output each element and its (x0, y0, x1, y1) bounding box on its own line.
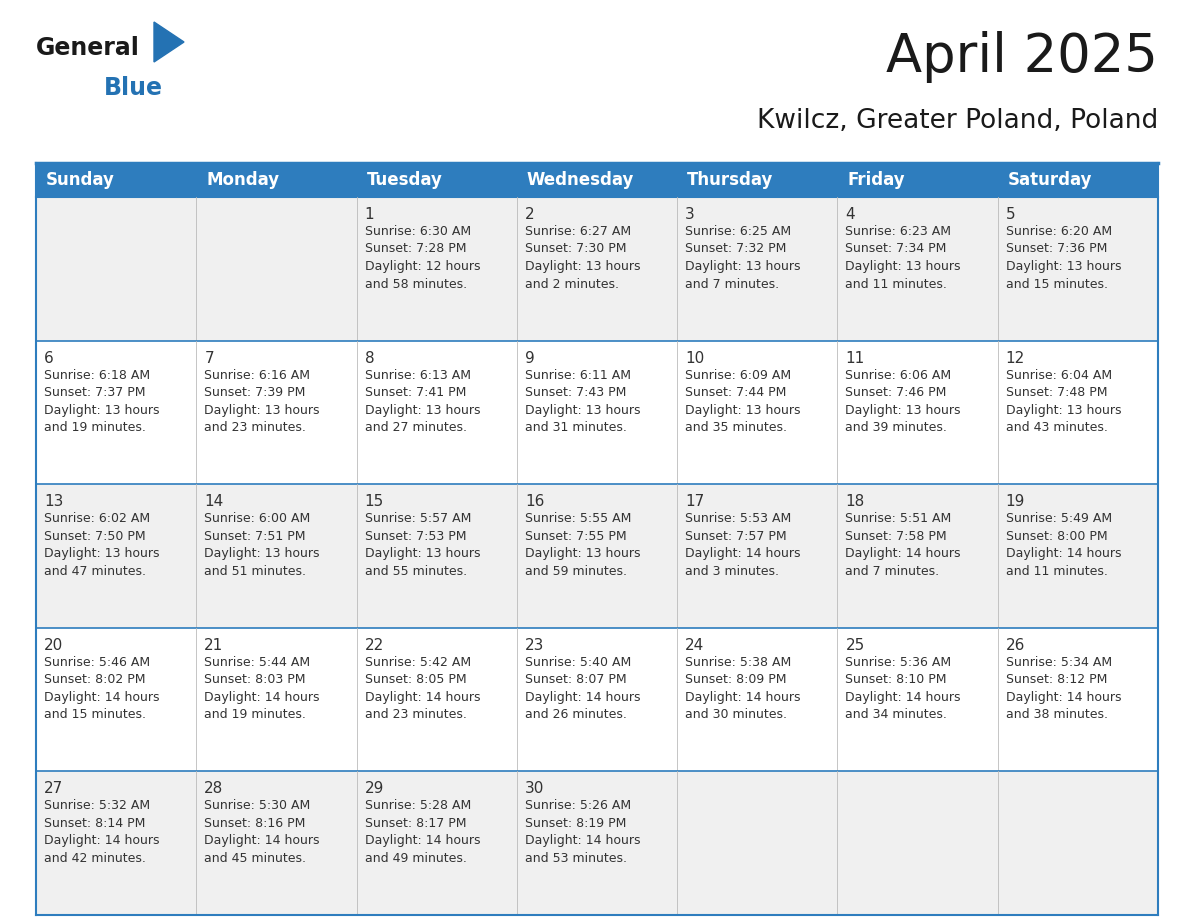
Text: 6: 6 (44, 351, 53, 365)
Text: Sunrise: 5:55 AM
Sunset: 7:55 PM
Daylight: 13 hours
and 59 minutes.: Sunrise: 5:55 AM Sunset: 7:55 PM Dayligh… (525, 512, 640, 577)
Text: Sunrise: 6:25 AM
Sunset: 7:32 PM
Daylight: 13 hours
and 7 minutes.: Sunrise: 6:25 AM Sunset: 7:32 PM Dayligh… (685, 225, 801, 290)
Text: Monday: Monday (207, 171, 279, 189)
Text: Sunrise: 6:27 AM
Sunset: 7:30 PM
Daylight: 13 hours
and 2 minutes.: Sunrise: 6:27 AM Sunset: 7:30 PM Dayligh… (525, 225, 640, 290)
Text: Sunrise: 5:32 AM
Sunset: 8:14 PM
Daylight: 14 hours
and 42 minutes.: Sunrise: 5:32 AM Sunset: 8:14 PM Dayligh… (44, 800, 159, 865)
Text: Sunrise: 6:02 AM
Sunset: 7:50 PM
Daylight: 13 hours
and 47 minutes.: Sunrise: 6:02 AM Sunset: 7:50 PM Dayligh… (44, 512, 159, 577)
Text: Sunrise: 5:53 AM
Sunset: 7:57 PM
Daylight: 14 hours
and 3 minutes.: Sunrise: 5:53 AM Sunset: 7:57 PM Dayligh… (685, 512, 801, 577)
Text: 14: 14 (204, 494, 223, 509)
Text: Sunrise: 6:18 AM
Sunset: 7:37 PM
Daylight: 13 hours
and 19 minutes.: Sunrise: 6:18 AM Sunset: 7:37 PM Dayligh… (44, 369, 159, 434)
Text: Blue: Blue (105, 76, 163, 100)
Text: Sunrise: 5:42 AM
Sunset: 8:05 PM
Daylight: 14 hours
and 23 minutes.: Sunrise: 5:42 AM Sunset: 8:05 PM Dayligh… (365, 655, 480, 722)
Text: Wednesday: Wednesday (526, 171, 634, 189)
Polygon shape (154, 22, 184, 62)
Text: Sunrise: 5:49 AM
Sunset: 8:00 PM
Daylight: 14 hours
and 11 minutes.: Sunrise: 5:49 AM Sunset: 8:00 PM Dayligh… (1006, 512, 1121, 577)
Text: Sunrise: 6:23 AM
Sunset: 7:34 PM
Daylight: 13 hours
and 11 minutes.: Sunrise: 6:23 AM Sunset: 7:34 PM Dayligh… (846, 225, 961, 290)
Text: Sunrise: 5:26 AM
Sunset: 8:19 PM
Daylight: 14 hours
and 53 minutes.: Sunrise: 5:26 AM Sunset: 8:19 PM Dayligh… (525, 800, 640, 865)
Text: Sunrise: 5:36 AM
Sunset: 8:10 PM
Daylight: 14 hours
and 34 minutes.: Sunrise: 5:36 AM Sunset: 8:10 PM Dayligh… (846, 655, 961, 722)
Text: 5: 5 (1006, 207, 1016, 222)
Text: 2: 2 (525, 207, 535, 222)
Text: 13: 13 (44, 494, 63, 509)
Text: Kwilcz, Greater Poland, Poland: Kwilcz, Greater Poland, Poland (757, 108, 1158, 134)
Text: Sunrise: 5:44 AM
Sunset: 8:03 PM
Daylight: 14 hours
and 19 minutes.: Sunrise: 5:44 AM Sunset: 8:03 PM Dayligh… (204, 655, 320, 722)
Bar (36, 771, 1158, 915)
Bar (36, 628, 1158, 771)
Text: 4: 4 (846, 207, 855, 222)
Text: 30: 30 (525, 781, 544, 797)
Text: 9: 9 (525, 351, 535, 365)
Text: 29: 29 (365, 781, 384, 797)
Text: Saturday: Saturday (1007, 171, 1092, 189)
Text: Sunrise: 5:40 AM
Sunset: 8:07 PM
Daylight: 14 hours
and 26 minutes.: Sunrise: 5:40 AM Sunset: 8:07 PM Dayligh… (525, 655, 640, 722)
Text: Sunrise: 5:46 AM
Sunset: 8:02 PM
Daylight: 14 hours
and 15 minutes.: Sunrise: 5:46 AM Sunset: 8:02 PM Dayligh… (44, 655, 159, 722)
Text: 24: 24 (685, 638, 704, 653)
Text: 17: 17 (685, 494, 704, 509)
Text: Sunrise: 6:13 AM
Sunset: 7:41 PM
Daylight: 13 hours
and 27 minutes.: Sunrise: 6:13 AM Sunset: 7:41 PM Dayligh… (365, 369, 480, 434)
Text: 18: 18 (846, 494, 865, 509)
Text: Sunrise: 6:20 AM
Sunset: 7:36 PM
Daylight: 13 hours
and 15 minutes.: Sunrise: 6:20 AM Sunset: 7:36 PM Dayligh… (1006, 225, 1121, 290)
Text: Sunrise: 5:57 AM
Sunset: 7:53 PM
Daylight: 13 hours
and 55 minutes.: Sunrise: 5:57 AM Sunset: 7:53 PM Dayligh… (365, 512, 480, 577)
Text: General: General (36, 36, 140, 60)
Text: 26: 26 (1006, 638, 1025, 653)
Text: Sunrise: 5:51 AM
Sunset: 7:58 PM
Daylight: 14 hours
and 7 minutes.: Sunrise: 5:51 AM Sunset: 7:58 PM Dayligh… (846, 512, 961, 577)
Text: Sunrise: 5:30 AM
Sunset: 8:16 PM
Daylight: 14 hours
and 45 minutes.: Sunrise: 5:30 AM Sunset: 8:16 PM Dayligh… (204, 800, 320, 865)
Text: 22: 22 (365, 638, 384, 653)
Text: Tuesday: Tuesday (367, 171, 442, 189)
Text: Sunrise: 5:28 AM
Sunset: 8:17 PM
Daylight: 14 hours
and 49 minutes.: Sunrise: 5:28 AM Sunset: 8:17 PM Dayligh… (365, 800, 480, 865)
Text: Sunrise: 6:11 AM
Sunset: 7:43 PM
Daylight: 13 hours
and 31 minutes.: Sunrise: 6:11 AM Sunset: 7:43 PM Dayligh… (525, 369, 640, 434)
Text: 19: 19 (1006, 494, 1025, 509)
Text: 8: 8 (365, 351, 374, 365)
Text: 15: 15 (365, 494, 384, 509)
Text: Sunrise: 6:00 AM
Sunset: 7:51 PM
Daylight: 13 hours
and 51 minutes.: Sunrise: 6:00 AM Sunset: 7:51 PM Dayligh… (204, 512, 320, 577)
Text: Friday: Friday (847, 171, 905, 189)
Bar (36, 484, 1158, 628)
Bar (36, 197, 1158, 341)
Text: 11: 11 (846, 351, 865, 365)
Text: 16: 16 (525, 494, 544, 509)
Text: 1: 1 (365, 207, 374, 222)
Text: Sunrise: 5:38 AM
Sunset: 8:09 PM
Daylight: 14 hours
and 30 minutes.: Sunrise: 5:38 AM Sunset: 8:09 PM Dayligh… (685, 655, 801, 722)
Text: 10: 10 (685, 351, 704, 365)
Text: 3: 3 (685, 207, 695, 222)
Text: 28: 28 (204, 781, 223, 797)
Text: Thursday: Thursday (687, 171, 773, 189)
Text: 27: 27 (44, 781, 63, 797)
Text: April 2025: April 2025 (886, 31, 1158, 83)
Bar (36, 163, 1158, 197)
Text: 21: 21 (204, 638, 223, 653)
Text: 20: 20 (44, 638, 63, 653)
Text: Sunrise: 6:06 AM
Sunset: 7:46 PM
Daylight: 13 hours
and 39 minutes.: Sunrise: 6:06 AM Sunset: 7:46 PM Dayligh… (846, 369, 961, 434)
Text: 12: 12 (1006, 351, 1025, 365)
Bar (36, 341, 1158, 484)
Text: Sunrise: 6:09 AM
Sunset: 7:44 PM
Daylight: 13 hours
and 35 minutes.: Sunrise: 6:09 AM Sunset: 7:44 PM Dayligh… (685, 369, 801, 434)
Text: Sunday: Sunday (46, 171, 115, 189)
Text: Sunrise: 6:04 AM
Sunset: 7:48 PM
Daylight: 13 hours
and 43 minutes.: Sunrise: 6:04 AM Sunset: 7:48 PM Dayligh… (1006, 369, 1121, 434)
Text: 25: 25 (846, 638, 865, 653)
Text: 23: 23 (525, 638, 544, 653)
Text: Sunrise: 5:34 AM
Sunset: 8:12 PM
Daylight: 14 hours
and 38 minutes.: Sunrise: 5:34 AM Sunset: 8:12 PM Dayligh… (1006, 655, 1121, 722)
Text: Sunrise: 6:16 AM
Sunset: 7:39 PM
Daylight: 13 hours
and 23 minutes.: Sunrise: 6:16 AM Sunset: 7:39 PM Dayligh… (204, 369, 320, 434)
Text: Sunrise: 6:30 AM
Sunset: 7:28 PM
Daylight: 12 hours
and 58 minutes.: Sunrise: 6:30 AM Sunset: 7:28 PM Dayligh… (365, 225, 480, 290)
Text: 7: 7 (204, 351, 214, 365)
